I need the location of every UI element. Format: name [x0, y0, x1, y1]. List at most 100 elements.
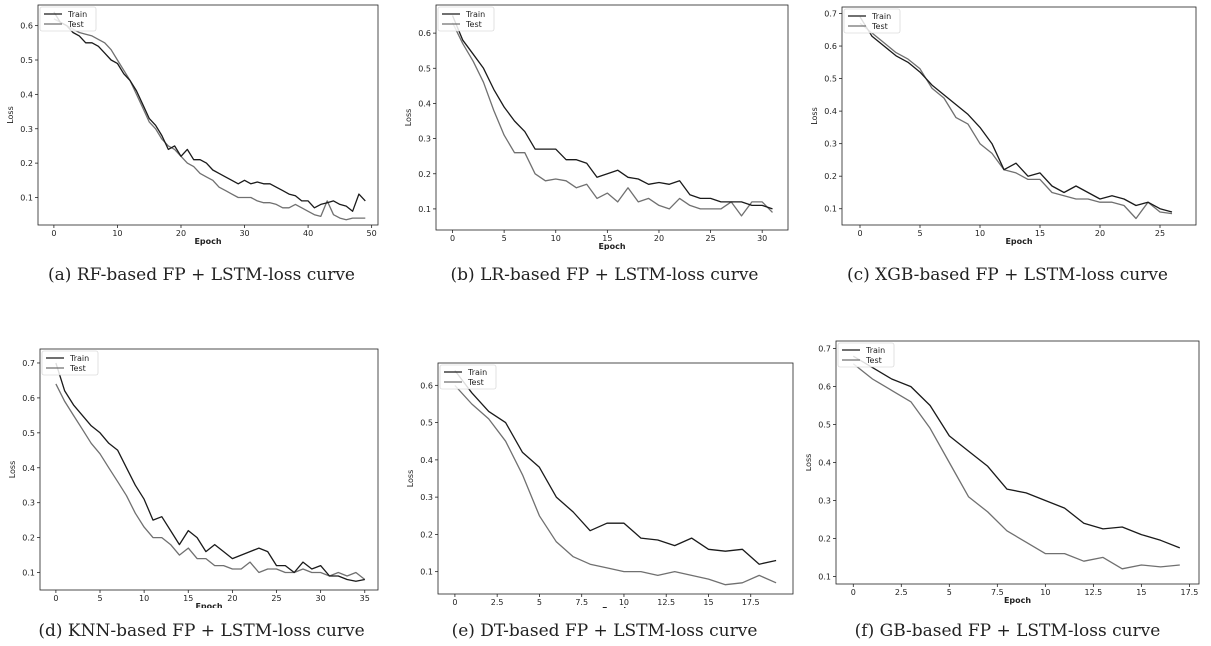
series-line-test	[852, 363, 1180, 570]
legend-label-test: Test	[67, 20, 84, 29]
y-tick-label: 0.4	[824, 107, 837, 116]
y-tick-label: 0.5	[20, 56, 33, 65]
x-tick-label: 0	[452, 598, 457, 607]
legend-label-test: Test	[871, 22, 888, 31]
panel-knn: 0 5 10 15 20 25 30 35 0.1 0.2 0.3 0.4 0.5 0.6 0.7 Epoch…	[0, 323, 403, 646]
legend-label-train: Train	[467, 368, 487, 377]
y-tick-label: 0.7	[22, 359, 35, 368]
caption-gb: (f) GB-based FP + LSTM-loss curve	[854, 621, 1161, 641]
legend-label-test: Test	[69, 364, 86, 373]
x-axis-label: Epoch	[602, 606, 629, 608]
x-tick-label: 20	[227, 594, 237, 603]
x-tick-label: 12.5	[1084, 588, 1102, 597]
x-tick-label: 20	[654, 234, 664, 243]
legend-label-train: Train	[871, 12, 891, 21]
panel-rf: 0 10 20 30 40 50 0.1 0.2 0.3 0.4 0.5 0.6 Epoch Loss Tr…	[0, 0, 403, 323]
legend-label-test: Test	[465, 20, 482, 29]
x-tick-label: 35	[360, 594, 370, 603]
series-line-test	[859, 22, 1173, 220]
y-tick-label: 0.3	[824, 140, 837, 149]
x-tick-label: 17.5	[742, 598, 760, 607]
x-tick-label: 2.5	[491, 598, 504, 607]
x-tick-label: 10	[619, 598, 629, 607]
y-tick-label: 0.6	[818, 383, 831, 392]
legend-box	[837, 342, 895, 368]
y-axis-label: Loss	[806, 454, 813, 472]
x-tick-label: 10	[139, 594, 149, 603]
y-tick-label: 0.3	[22, 499, 35, 508]
x-tick-label: 25	[1155, 229, 1165, 238]
series-line-test	[55, 383, 366, 581]
plot-frame	[437, 362, 794, 595]
panel-xgb: 0 5 10 15 20 25 0.1 0.2 0.3 0.4 0.5 0.6 0.7 Epoch Loss…	[806, 0, 1209, 323]
caption-xgb: (c) XGB-based FP + LSTM-loss curve	[846, 265, 1168, 285]
y-tick-label: 0.4	[418, 99, 431, 108]
legend-label-test: Test	[467, 378, 484, 387]
legend-box	[437, 6, 495, 32]
x-tick-label: 5	[97, 594, 102, 603]
x-tick-label: 15	[183, 594, 193, 603]
x-tick-label: 2.5	[895, 588, 908, 597]
legend-label-train: Train	[67, 10, 87, 19]
y-tick-label: 0.7	[824, 10, 837, 19]
x-tick-label: 20	[176, 229, 186, 238]
y-tick-label: 0.4	[818, 459, 831, 468]
y-axis-label: Loss	[406, 470, 415, 488]
caption-rf: (a) RF-based FP + LSTM-loss curve	[48, 265, 355, 285]
y-tick-label: 0.4	[20, 90, 33, 99]
plot-frame	[435, 4, 789, 231]
loss-chart-knn: 0 5 10 15 20 25 30 35 0.1 0.2 0.3 0.4 0.5 0.6 0.7 Epoch…	[8, 348, 379, 608]
series-line-train	[451, 15, 773, 210]
y-tick-label: 0.3	[418, 135, 431, 144]
y-tick-label: 0.1	[20, 194, 33, 203]
x-tick-label: 15	[703, 598, 713, 607]
series-line-train	[859, 16, 1173, 213]
legend-box	[843, 8, 901, 34]
y-tick-label: 0.7	[818, 345, 831, 354]
x-tick-label: 10	[975, 229, 985, 238]
x-tick-label: 0	[51, 229, 56, 238]
loss-chart-gb: 0 2.5 5 7.5 10 12.5 15 17.5 0.1 0.2 0.3 0.4 0.5 0.6 0.…	[806, 340, 1200, 605]
y-axis-label: Loss	[404, 109, 413, 127]
caption-knn: (d) KNN-based FP + LSTM-loss curve	[38, 621, 365, 641]
y-tick-label: 0.2	[818, 534, 831, 543]
y-tick-label: 0.5	[22, 429, 35, 438]
x-tick-label: 40	[303, 229, 313, 238]
series-line-test	[53, 18, 366, 221]
y-tick-label: 0.2	[418, 170, 431, 179]
loss-chart-rf: 0 10 20 30 40 50 0.1 0.2 0.3 0.4 0.5 0.6 Epoch Loss Tr…	[6, 4, 379, 246]
y-tick-label: 0.5	[420, 419, 433, 428]
y-tick-label: 0.2	[22, 534, 35, 543]
x-tick-label: 10	[551, 234, 561, 243]
y-tick-label: 0.3	[420, 493, 433, 502]
series-line-test	[454, 384, 777, 586]
x-tick-label: 5	[947, 588, 952, 597]
y-tick-label: 0.1	[420, 568, 433, 577]
x-tick-label: 10	[112, 229, 122, 238]
series-line-train	[852, 355, 1181, 549]
y-tick-label: 0.2	[824, 172, 837, 181]
x-tick-label: 15	[1136, 588, 1146, 597]
x-tick-label: 30	[316, 594, 326, 603]
loss-chart-xgb: 0 5 10 15 20 25 0.1 0.2 0.3 0.4 0.5 0.6 0.7 Epoch Loss…	[810, 6, 1197, 246]
x-axis-label: Epoch	[598, 242, 625, 250]
x-tick-label: 50	[367, 229, 377, 238]
plot-frame	[39, 348, 379, 591]
series-line-test	[451, 22, 773, 217]
plot-frame	[835, 340, 1200, 585]
loss-chart-lr: 0 5 10 15 20 25 30 0.1 0.2 0.3 0.4 0.5 0.6 Epoch Loss T…	[404, 4, 789, 250]
x-tick-label: 25	[271, 594, 281, 603]
legend-box	[41, 350, 99, 376]
legend-box	[439, 364, 497, 390]
panel-gb: 0 2.5 5 7.5 10 12.5 15 17.5 0.1 0.2 0.3 0.4 0.5 0.6 0.…	[806, 323, 1209, 646]
y-tick-label: 0.6	[418, 29, 431, 38]
x-tick-label: 12.5	[657, 598, 675, 607]
y-tick-label: 0.1	[824, 205, 837, 214]
panel-dt: 0 2.5 5 7.5 10 12.5 15 17.5 0.1 0.2 0.3 0.4 0.5 0.6 Ep…	[403, 323, 806, 646]
y-tick-label: 0.5	[818, 421, 831, 430]
